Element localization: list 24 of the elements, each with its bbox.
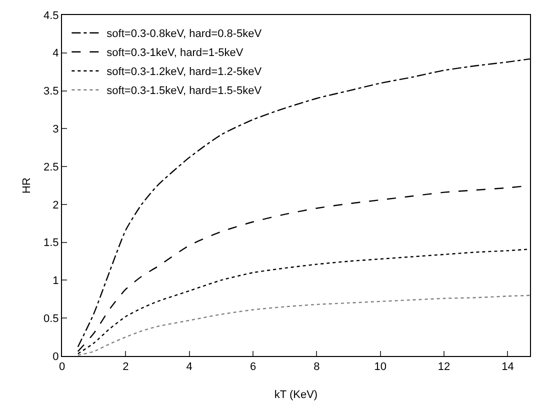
x-tick-label: 6 — [250, 361, 256, 374]
line-series — [77, 294, 530, 356]
legend-label: soft=0.3-1.5keV, hard=1.5-5keV — [106, 85, 262, 98]
y-tick-label: 2 — [52, 199, 59, 212]
y-tick-label: 0.5 — [44, 312, 59, 325]
y-tick-label: 3 — [52, 124, 59, 136]
y-tick-label: 3.5 — [44, 86, 59, 98]
y-tick-label: 2.5 — [44, 161, 59, 174]
legend-label: soft=0.3-1.2keV, hard=1.2-5keV — [106, 66, 262, 78]
legend-label: soft=0.3-1keV, hard=1-5keV — [106, 47, 244, 60]
y-tick-label: 4 — [52, 48, 59, 60]
x-tick-label: 8 — [314, 361, 320, 374]
x-tick-label: 2 — [122, 361, 129, 374]
x-axis-title: kT (KeV) — [274, 389, 318, 401]
x-tick-label: 12 — [438, 361, 450, 374]
x-tick-label: 4 — [186, 361, 192, 374]
y-tick-label: 1 — [52, 275, 59, 288]
y-tick-label: 4.5 — [44, 10, 59, 22]
x-tick-label: 14 — [502, 361, 514, 374]
y-tick-label: 0 — [52, 350, 59, 363]
y-axis-title: HR — [21, 178, 33, 194]
legend-label: soft=0.3-0.8keV, hard=0.8-5keV — [106, 28, 262, 40]
x-tick-label: 10 — [374, 361, 386, 374]
y-tick-label: 1.5 — [44, 237, 59, 250]
